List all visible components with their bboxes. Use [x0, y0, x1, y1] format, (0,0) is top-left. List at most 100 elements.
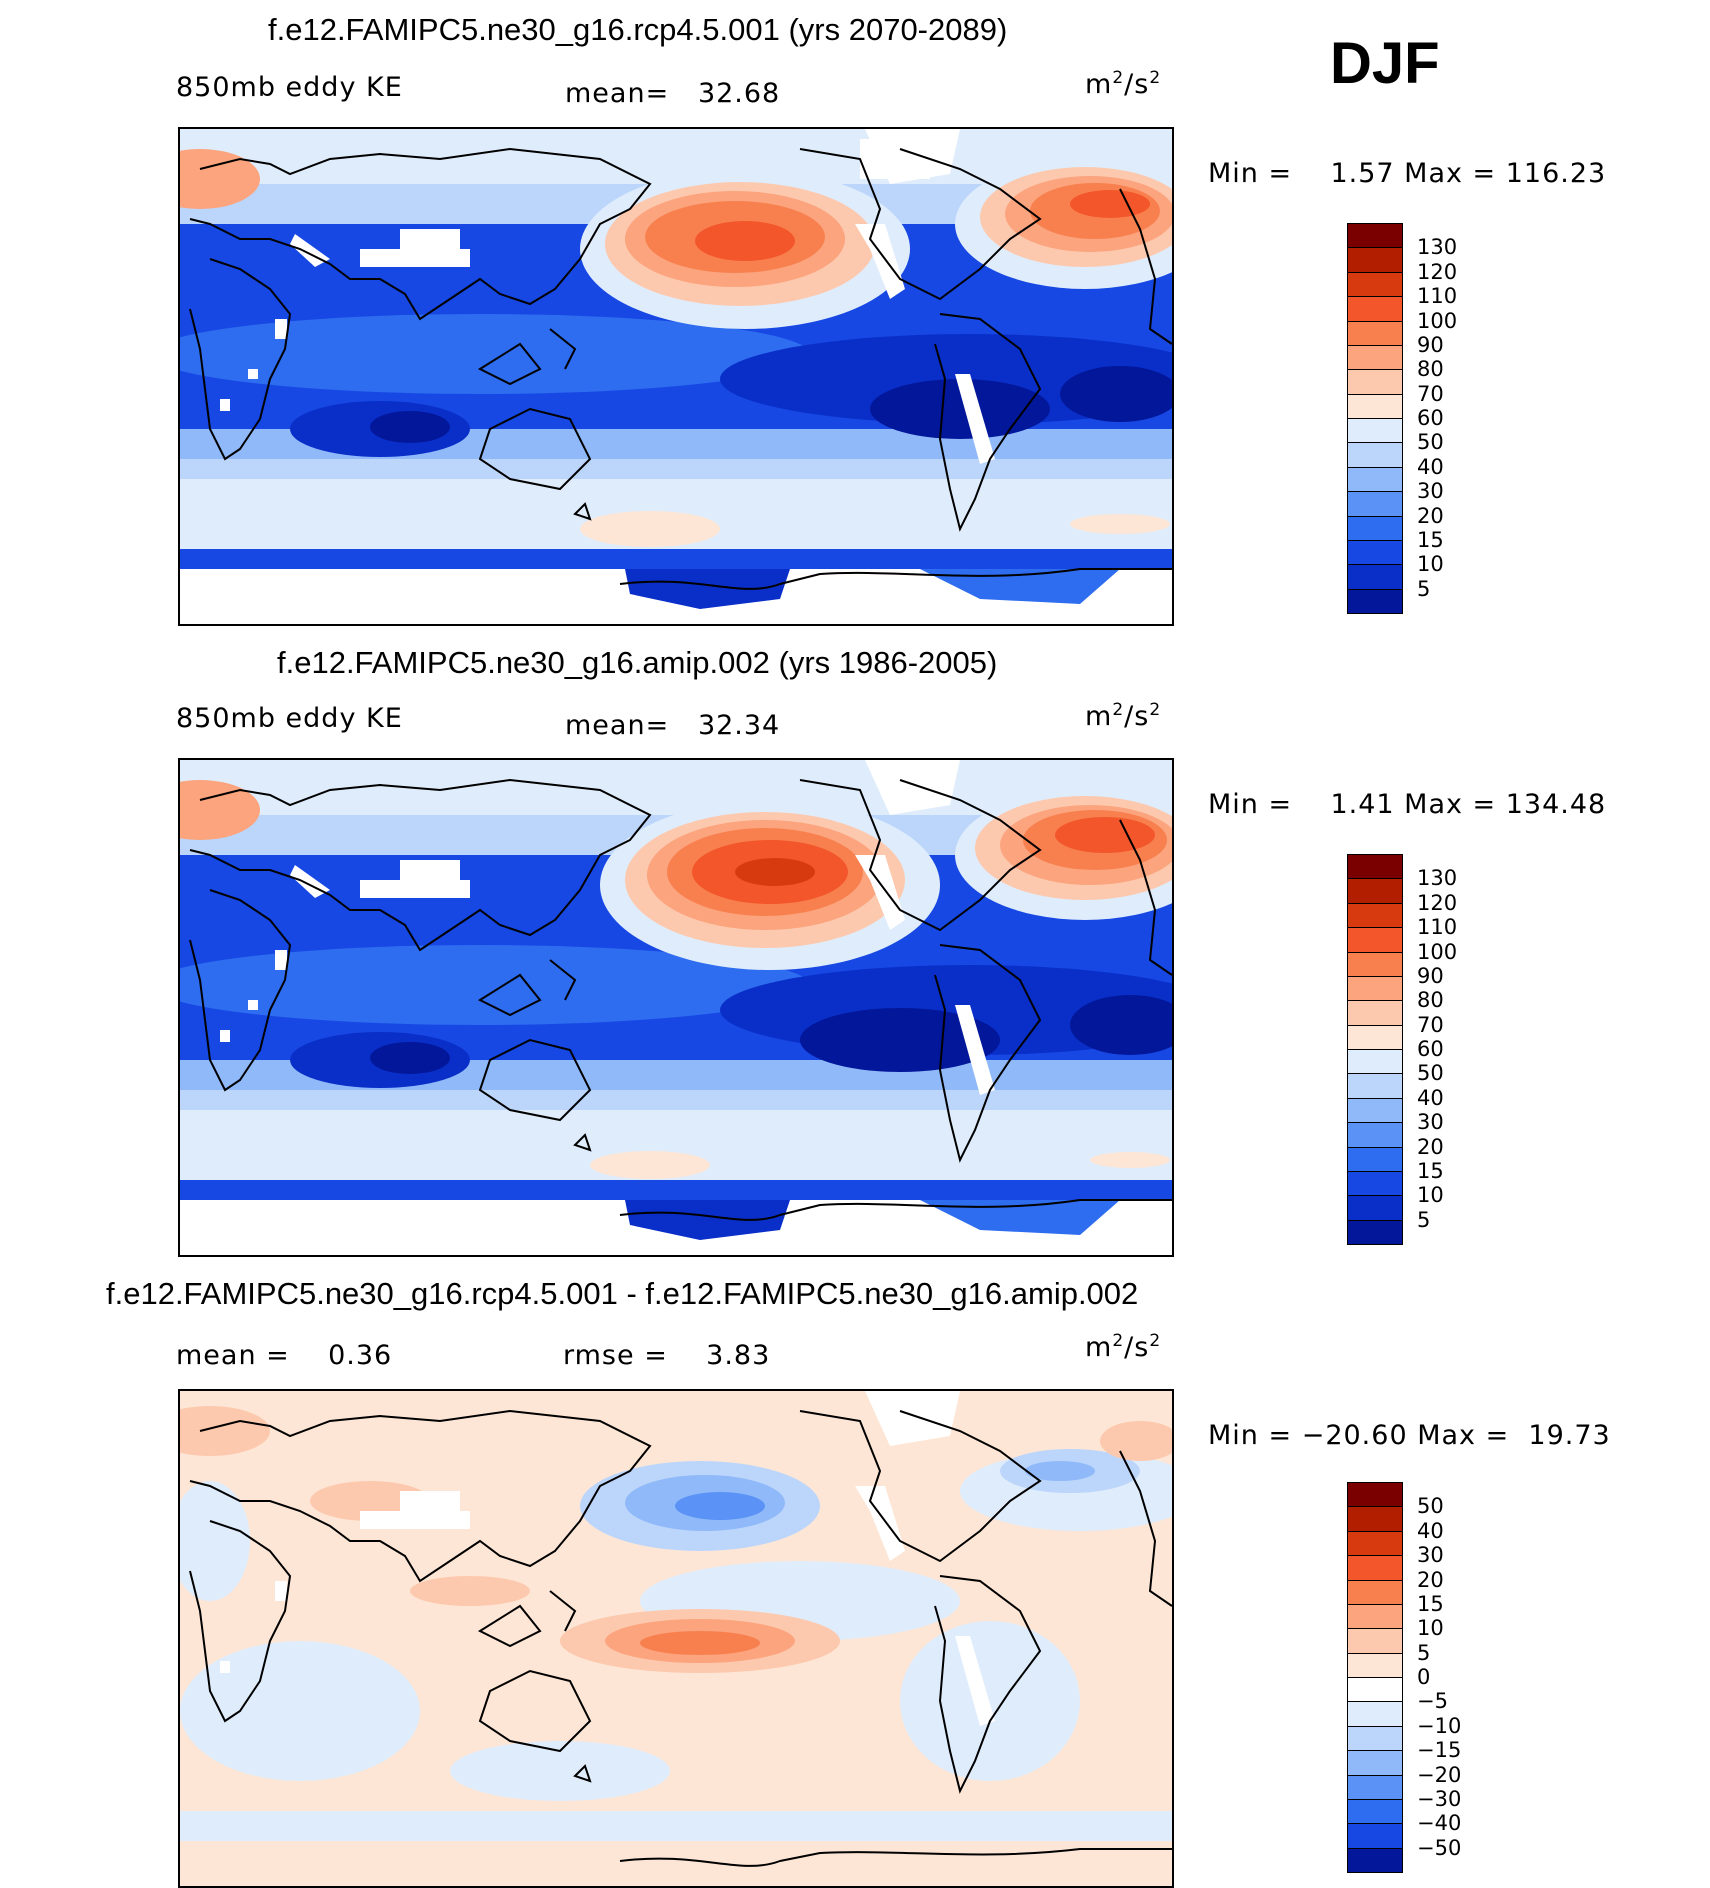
- colorbar-swatch: [1347, 1073, 1403, 1099]
- panel-1-colorbar: 130 120 110 100 90 80 70 60 50 40 30 20 15 10 5: [1347, 223, 1457, 615]
- panel-2-title: f.e12.FAMIPC5.ne30_g16.amip.002 (yrs 198…: [277, 645, 998, 680]
- colorbar-label: 5: [1417, 576, 1431, 601]
- colorbar-label: 15: [1417, 527, 1444, 552]
- colorbar-label: 20: [1417, 1134, 1444, 1159]
- colorbar-label: 50: [1417, 1494, 1444, 1519]
- colorbar-label: 10: [1417, 1183, 1444, 1208]
- colorbar-swatch: [1347, 247, 1403, 273]
- colorbar-label: 130: [1417, 866, 1458, 891]
- colorbar-label: 130: [1417, 235, 1458, 260]
- colorbar-swatch: [1347, 296, 1403, 322]
- colorbar-swatch: [1347, 854, 1403, 880]
- colorbar-label: 100: [1417, 308, 1458, 333]
- colorbar-swatch: [1347, 1798, 1403, 1825]
- colorbar-label: 90: [1417, 332, 1444, 357]
- colorbar-label: 10: [1417, 1616, 1444, 1641]
- panel-2-map: [178, 758, 1174, 1257]
- colorbar-label: 20: [1417, 503, 1444, 528]
- panel-2-minmax: Min = 1.41 Max = 134.48: [1208, 789, 1607, 820]
- colorbar-label: 120: [1417, 259, 1458, 284]
- colorbar-label: 100: [1417, 939, 1458, 964]
- colorbar-swatch: [1347, 1195, 1403, 1221]
- panel-1-variable-label: 850mb eddy KE: [176, 72, 403, 103]
- colorbar-label: 110: [1417, 284, 1458, 309]
- colorbar-label: 5: [1417, 1640, 1431, 1665]
- panel-3-map: [178, 1389, 1174, 1888]
- colorbar-swatch: [1347, 223, 1403, 249]
- panel-2-mean-label: mean= 32.34: [565, 710, 781, 741]
- colorbar-label: −20: [1417, 1762, 1462, 1787]
- colorbar-swatch: [1347, 1725, 1403, 1752]
- panel-3-colorbar: 50 40 30 20 15 10 5 0 −5 −10 −15 −20 −30 −40 −50: [1347, 1482, 1461, 1874]
- colorbar-label: 90: [1417, 963, 1444, 988]
- panel-2-map-svg: [180, 760, 1172, 1255]
- panel-1-map: [178, 127, 1174, 626]
- colorbar-swatch: [1347, 1146, 1403, 1172]
- colorbar-swatch: [1347, 344, 1403, 371]
- colorbar-swatch: [1347, 927, 1403, 953]
- panel-2-colorbar: 130 120 110 100 90 80 70 60 50 40 30 20 15 10 5: [1347, 854, 1457, 1246]
- colorbar-swatch: [1347, 491, 1403, 517]
- colorbar-label: 50: [1417, 1061, 1444, 1086]
- colorbar-swatch: [1347, 1701, 1403, 1727]
- colorbar-swatch: [1347, 975, 1403, 1002]
- colorbar-label: 80: [1417, 357, 1444, 382]
- colorbar-swatch: [1347, 393, 1403, 419]
- panel-2-variable-label: 850mb eddy KE: [176, 703, 403, 734]
- panel-3-map-svg: [180, 1391, 1172, 1886]
- colorbar-swatch: [1347, 1750, 1403, 1776]
- colorbar-swatch: [1347, 1049, 1403, 1075]
- season-label: DJF: [1330, 31, 1440, 96]
- colorbar-label: 70: [1417, 381, 1444, 406]
- colorbar-label: −40: [1417, 1811, 1462, 1836]
- colorbar-swatch: [1347, 1579, 1403, 1605]
- colorbar-swatch: [1347, 1000, 1403, 1026]
- colorbar-label: 0: [1417, 1665, 1431, 1689]
- colorbar-label: −5: [1417, 1689, 1448, 1714]
- colorbar-label: 40: [1417, 1518, 1444, 1543]
- colorbar-swatch: [1347, 1652, 1403, 1678]
- colorbar-label: 10: [1417, 552, 1444, 577]
- colorbar-swatch: [1347, 878, 1403, 904]
- panel-3-mean-label: mean = 0.36: [176, 1340, 393, 1371]
- colorbar-label: 60: [1417, 406, 1444, 430]
- colorbar-label: 70: [1417, 1012, 1444, 1037]
- colorbar-swatch: [1347, 1530, 1403, 1557]
- colorbar-label: 50: [1417, 430, 1444, 455]
- colorbar-label: −15: [1417, 1738, 1462, 1763]
- colorbar-swatch: [1347, 442, 1403, 468]
- colorbar-label: 15: [1417, 1158, 1444, 1183]
- panel-1-minmax: Min = 1.57 Max = 116.23: [1208, 158, 1607, 189]
- colorbar-label: 40: [1417, 1085, 1444, 1110]
- colorbar-label: 30: [1417, 479, 1444, 504]
- colorbar-label: 40: [1417, 454, 1444, 479]
- colorbar-label: 60: [1417, 1037, 1444, 1061]
- colorbar-label: 30: [1417, 1543, 1444, 1568]
- panel-3-minmax: Min = −20.60 Max = 19.73: [1208, 1420, 1611, 1451]
- colorbar-swatch: [1347, 1847, 1403, 1873]
- panel-3-title: f.e12.FAMIPC5.ne30_g16.rcp4.5.001 - f.e1…: [106, 1276, 1139, 1311]
- colorbar-swatch: [1347, 1482, 1403, 1508]
- colorbar-swatch: [1347, 1603, 1403, 1630]
- colorbar-swatch: [1347, 1823, 1403, 1849]
- panel-1-map-svg: [180, 129, 1172, 624]
- panel-1-unit-label: m2/s2: [1085, 68, 1162, 100]
- colorbar-swatch: [1347, 564, 1403, 590]
- colorbar-label: 30: [1417, 1110, 1444, 1135]
- colorbar-swatch: [1347, 951, 1403, 977]
- colorbar-swatch: [1347, 588, 1403, 614]
- colorbar-swatch: [1347, 271, 1403, 298]
- colorbar-label: 80: [1417, 988, 1444, 1013]
- colorbar-swatch: [1347, 1677, 1403, 1703]
- colorbar-label: 120: [1417, 890, 1458, 915]
- colorbar-swatch: [1347, 369, 1403, 395]
- colorbar-swatch: [1347, 1628, 1403, 1654]
- colorbar-swatch: [1347, 418, 1403, 444]
- colorbar-swatch: [1347, 466, 1403, 493]
- colorbar-swatch: [1347, 1219, 1403, 1245]
- colorbar-label: 110: [1417, 915, 1458, 940]
- colorbar-label: 15: [1417, 1591, 1444, 1616]
- colorbar-swatch: [1347, 1024, 1403, 1050]
- colorbar-swatch: [1347, 1506, 1403, 1532]
- colorbar-label: −30: [1417, 1786, 1462, 1811]
